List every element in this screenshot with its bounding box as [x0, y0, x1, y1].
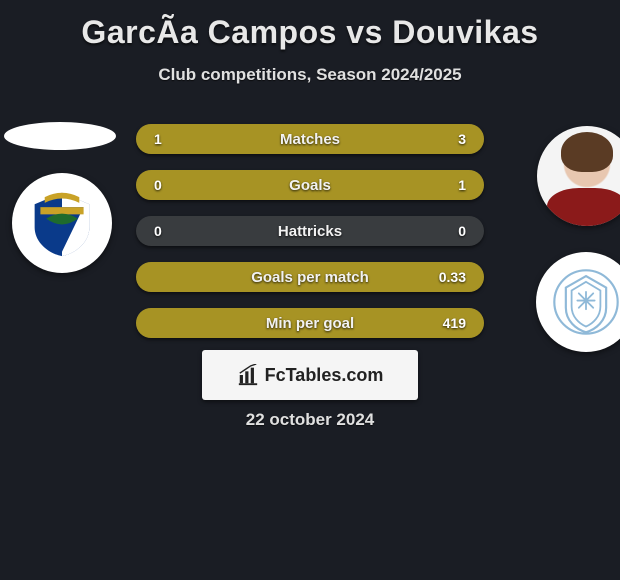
stat-label: Goals per match	[136, 262, 484, 292]
stat-value-right: 1	[458, 170, 466, 200]
comparison-title: GarcÃ­a Campos vs Douvikas	[0, 0, 620, 51]
player-right-photo	[537, 126, 620, 226]
stat-value-right: 3	[458, 124, 466, 154]
stat-row: Goals per match0.33	[136, 262, 484, 292]
stat-row: 0Goals1	[136, 170, 484, 200]
stat-label: Matches	[136, 124, 484, 154]
stat-label: Goals	[136, 170, 484, 200]
barchart-icon	[237, 364, 259, 386]
crest-icon	[550, 266, 620, 338]
stat-value-right: 0.33	[439, 262, 466, 292]
stat-row: Min per goal419	[136, 308, 484, 338]
shield-icon	[26, 187, 98, 259]
attribution-badge: FcTables.com	[202, 350, 418, 400]
stat-label: Hattricks	[136, 216, 484, 246]
attribution-text: FcTables.com	[265, 365, 384, 386]
stat-row: 1Matches3	[136, 124, 484, 154]
comparison-date: 22 october 2024	[0, 410, 620, 430]
stat-value-right: 419	[443, 308, 466, 338]
stat-bar-list: 1Matches30Goals10Hattricks0Goals per mat…	[136, 124, 484, 354]
club-right-crest	[536, 252, 620, 352]
player-left-photo	[4, 122, 116, 150]
stat-value-right: 0	[458, 216, 466, 246]
club-left-crest	[12, 173, 112, 273]
stat-label: Min per goal	[136, 308, 484, 338]
stat-row: 0Hattricks0	[136, 216, 484, 246]
comparison-subtitle: Club competitions, Season 2024/2025	[0, 65, 620, 85]
